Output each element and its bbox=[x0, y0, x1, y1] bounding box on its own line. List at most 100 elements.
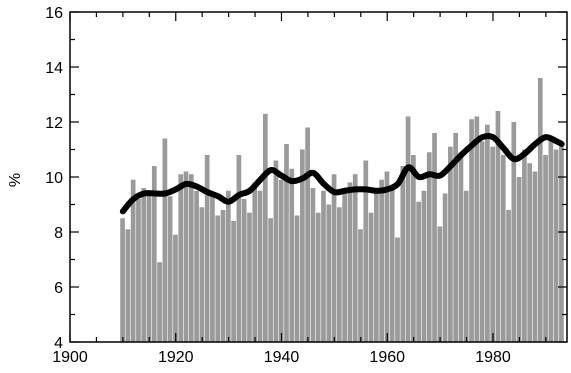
bar bbox=[437, 226, 443, 342]
bar bbox=[384, 171, 390, 342]
y-tick-labels: 4 6 8 10 12 14 16 bbox=[45, 5, 63, 352]
bar bbox=[426, 152, 432, 342]
bar bbox=[136, 199, 141, 342]
bar bbox=[347, 182, 353, 342]
bar bbox=[511, 122, 517, 342]
axis-ticks bbox=[69, 11, 567, 343]
bar bbox=[183, 171, 189, 342]
bar bbox=[262, 113, 268, 342]
bar bbox=[125, 229, 131, 342]
bar bbox=[463, 190, 469, 342]
bar-series bbox=[120, 78, 564, 342]
bar bbox=[389, 188, 395, 342]
bar bbox=[458, 152, 464, 342]
y-tick-label: 14 bbox=[45, 60, 63, 77]
bar bbox=[278, 179, 284, 342]
bar bbox=[506, 210, 511, 342]
bar bbox=[299, 149, 305, 342]
bar bbox=[220, 210, 226, 342]
bar bbox=[379, 179, 384, 342]
bar bbox=[432, 133, 437, 342]
bar bbox=[337, 207, 342, 342]
y-tick-label: 12 bbox=[45, 115, 63, 132]
bar bbox=[231, 221, 236, 342]
bar bbox=[553, 149, 559, 342]
bar bbox=[252, 182, 258, 342]
bar bbox=[495, 111, 501, 342]
bar bbox=[294, 215, 300, 342]
y-tick-label: 4 bbox=[54, 335, 63, 352]
bar bbox=[130, 179, 136, 342]
bar bbox=[442, 193, 448, 342]
bar bbox=[268, 218, 273, 342]
bar bbox=[151, 166, 157, 342]
bar bbox=[416, 201, 421, 342]
bar bbox=[405, 116, 411, 342]
y-tick-label: 16 bbox=[45, 5, 63, 22]
bar bbox=[188, 174, 194, 342]
bar bbox=[400, 166, 406, 342]
x-tick-label: 1980 bbox=[475, 349, 511, 366]
x-tick-label: 1940 bbox=[264, 349, 300, 366]
bar bbox=[358, 229, 363, 342]
bar bbox=[141, 188, 147, 342]
bar bbox=[537, 78, 543, 342]
bar bbox=[178, 174, 184, 342]
bar bbox=[363, 160, 369, 342]
bar bbox=[236, 155, 242, 342]
bar bbox=[522, 149, 527, 342]
bar bbox=[241, 199, 247, 342]
bar bbox=[315, 212, 321, 342]
bar bbox=[474, 116, 480, 342]
bar bbox=[257, 190, 263, 342]
bar bbox=[490, 146, 496, 342]
x-tick-label: 1960 bbox=[369, 349, 405, 366]
bar bbox=[225, 190, 231, 342]
bar bbox=[548, 138, 554, 342]
bar bbox=[284, 144, 289, 342]
bar bbox=[305, 127, 310, 342]
bar bbox=[527, 163, 533, 342]
smoothed-line bbox=[119, 132, 565, 215]
smoothed-line-series bbox=[119, 132, 565, 215]
bar bbox=[532, 171, 538, 342]
bar bbox=[469, 119, 474, 342]
bar bbox=[194, 190, 199, 342]
y-axis-label: % bbox=[7, 173, 24, 187]
bar bbox=[485, 124, 490, 342]
bar bbox=[157, 262, 162, 342]
y-tick-label: 8 bbox=[54, 225, 63, 242]
bar bbox=[559, 146, 564, 342]
bar bbox=[247, 212, 252, 342]
x-tick-labels: 1900 1920 1940 1960 1980 bbox=[52, 349, 511, 366]
bar bbox=[289, 168, 295, 342]
x-tick-label: 1920 bbox=[158, 349, 194, 366]
bar bbox=[331, 174, 337, 342]
bar bbox=[173, 234, 178, 342]
bar bbox=[516, 177, 522, 342]
bar bbox=[162, 138, 168, 342]
bar bbox=[273, 160, 279, 342]
bar bbox=[342, 193, 347, 342]
y-tick-label: 10 bbox=[45, 170, 63, 187]
bar bbox=[368, 212, 374, 342]
bar bbox=[120, 218, 125, 342]
bar bbox=[310, 188, 316, 342]
bar bbox=[453, 133, 459, 342]
bar bbox=[210, 196, 215, 342]
bar bbox=[543, 155, 548, 342]
bar bbox=[448, 146, 453, 342]
bar bbox=[204, 155, 210, 342]
bar bbox=[421, 190, 427, 342]
bar bbox=[321, 190, 326, 342]
bar bbox=[374, 193, 379, 342]
bar bbox=[500, 155, 506, 342]
bar bbox=[326, 204, 332, 342]
bar bbox=[395, 237, 400, 342]
bar bbox=[411, 155, 416, 342]
bar bbox=[352, 174, 358, 342]
bar bbox=[199, 207, 205, 342]
bar bbox=[479, 141, 485, 342]
bar bbox=[146, 193, 152, 342]
